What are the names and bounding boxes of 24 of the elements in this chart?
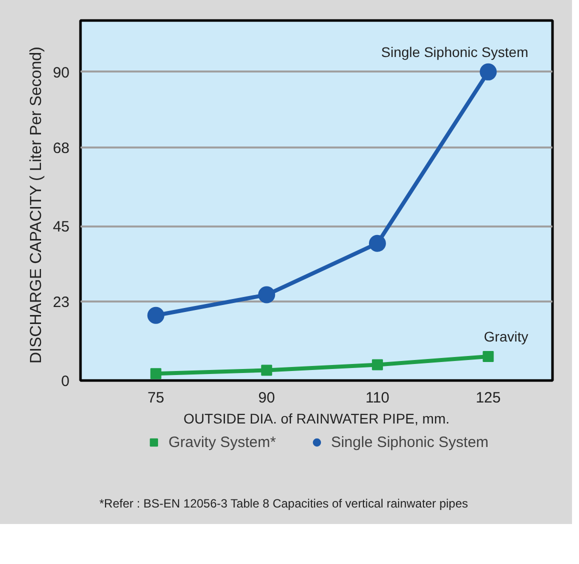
x-tick-label: 125 [476, 390, 501, 406]
y-tick-label: 68 [52, 140, 70, 157]
point [480, 63, 497, 80]
x-tick-label: 90 [258, 390, 275, 406]
x-tick-label: 110 [365, 390, 390, 406]
point [150, 368, 162, 380]
legend-label: Gravity System* [168, 433, 276, 451]
y-tick-label: 45 [52, 218, 70, 236]
legend-label: Single Siphonic System [330, 433, 489, 451]
point [368, 234, 386, 252]
y-tick-label: 90 [52, 64, 70, 82]
point [258, 286, 276, 304]
y-tick-label: 0 [61, 373, 70, 390]
text: *Refer : BS-EN 12056-3 Table 8 Capacities of vertical rainwater pipes [99, 496, 468, 510]
point [482, 351, 494, 362]
y-tick-label: 23 [52, 294, 70, 312]
annotation: Gravity [484, 328, 528, 344]
y-axis-title: DISCHARGE CAPACITY ( Liter Per Second) [28, 46, 45, 364]
point [372, 359, 383, 370]
x-axis-title: OUTSIDE DIA. of RAINWATER PIPE, mm. [183, 410, 450, 426]
point [147, 306, 164, 324]
point [261, 364, 272, 376]
x-tick-label: 75 [148, 390, 164, 406]
annotation: Single Siphonic System [381, 44, 528, 60]
